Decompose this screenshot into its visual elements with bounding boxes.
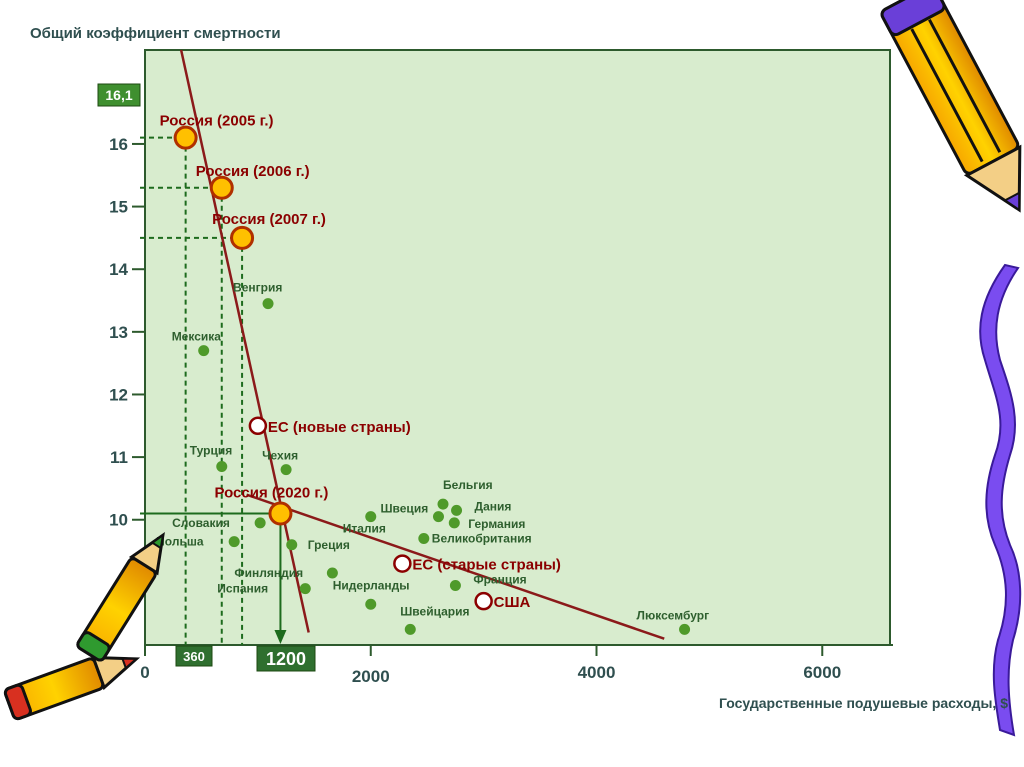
- plot-area: [144, 49, 891, 646]
- country-label: Великобритания: [432, 532, 532, 546]
- guide-arrow: [274, 630, 287, 644]
- country-label: Испания: [217, 582, 268, 596]
- guide-lines: [140, 136, 287, 645]
- group-label: США: [494, 594, 531, 611]
- russia-label: Россия (2020 г.): [214, 484, 328, 501]
- country-point: [262, 298, 274, 310]
- group-point: [474, 591, 493, 611]
- country-label: Турция: [190, 444, 232, 458]
- trend-line: [246, 493, 665, 640]
- x-tick-label: 4000: [578, 663, 616, 682]
- x-axis-label: Государственные подушевые расходы, $: [719, 695, 1008, 711]
- country-point: [679, 623, 691, 635]
- russia-point: [268, 501, 293, 526]
- chart-title: Общий коэффициент смертности: [30, 25, 281, 42]
- y-tick-label: 16: [109, 135, 128, 154]
- country-point: [437, 498, 449, 510]
- country-point: [286, 539, 298, 551]
- group-label: ЕС (новые страны): [268, 419, 411, 436]
- group-label: ЕС (старые страны): [412, 557, 561, 574]
- country-label: Финляндия: [234, 566, 303, 580]
- trend-lines: [179, 49, 665, 640]
- country-label: Бельгия: [443, 478, 493, 492]
- country-point: [365, 598, 377, 610]
- country-label: Польша: [156, 535, 204, 549]
- decorative-ribbon: [979, 263, 1022, 737]
- pencil-icon: [3, 655, 141, 721]
- y-tick-label: 14: [109, 260, 128, 279]
- pencil-icon: [76, 531, 165, 662]
- pencil-icon: [880, 0, 1022, 213]
- russia-point: [173, 125, 198, 150]
- country-point: [254, 517, 266, 529]
- country-label: Германия: [468, 517, 525, 531]
- x-marker-box-1: 360: [175, 645, 213, 667]
- x-marker-box-2: 1200: [256, 645, 316, 672]
- country-label: Люксембург: [637, 608, 710, 622]
- y-tick-label: 11: [110, 448, 128, 467]
- y-tick-label: 12: [109, 385, 128, 404]
- country-label: Швейцария: [400, 604, 469, 618]
- country-label: Дания: [475, 499, 512, 513]
- russia-point: [209, 175, 234, 200]
- country-point: [299, 583, 311, 595]
- y-marker-box: 16,1: [97, 83, 141, 107]
- x-marker-label-2: 1200: [266, 649, 306, 669]
- country-point: [216, 461, 228, 472]
- country-label: Италия: [343, 522, 386, 536]
- x-tick-label: 2000: [352, 667, 390, 686]
- x-tick-label: 6000: [803, 663, 841, 682]
- group-point: [393, 554, 412, 573]
- data-points: Венгрия Мексика Турция Чехия Словакия Польша Г…: [156, 113, 709, 635]
- y-tick-label: 15: [109, 198, 128, 217]
- country-label: Венгрия: [233, 281, 282, 295]
- country-point: [404, 623, 416, 635]
- country-point: [365, 511, 377, 523]
- country-label: Франция: [473, 573, 526, 587]
- x-tick-label: 0: [140, 663, 149, 682]
- y-tick-label: 13: [109, 323, 128, 342]
- country-label: Греция: [308, 538, 350, 552]
- country-point: [418, 533, 430, 545]
- country-point: [432, 511, 444, 523]
- russia-label: Россия (2005 г.): [160, 113, 274, 130]
- y-tick-label: 10: [109, 511, 128, 530]
- country-point: [198, 345, 210, 357]
- country-point: [228, 536, 240, 548]
- country-point: [280, 464, 292, 476]
- russia-label: Россия (2006 г.): [196, 163, 310, 180]
- country-label: Мексика: [172, 330, 222, 344]
- country-point: [326, 567, 338, 579]
- x-marker-label-1: 360: [183, 649, 205, 664]
- country-label: Чехия: [262, 449, 298, 463]
- group-point: [248, 416, 268, 436]
- country-point: [448, 517, 460, 529]
- russia-point: [230, 225, 255, 250]
- country-label: Швеция: [380, 502, 428, 516]
- trend-line: [179, 49, 310, 633]
- country-label: Нидерланды: [333, 578, 410, 592]
- country-point: [451, 504, 463, 516]
- axis-ticks: 9101112131415160200040006000: [109, 135, 841, 686]
- y-marker-label: 16,1: [105, 87, 132, 103]
- country-point: [449, 580, 461, 591]
- country-label: Словакия: [172, 516, 230, 530]
- russia-label: Россия (2007 г.): [212, 211, 326, 228]
